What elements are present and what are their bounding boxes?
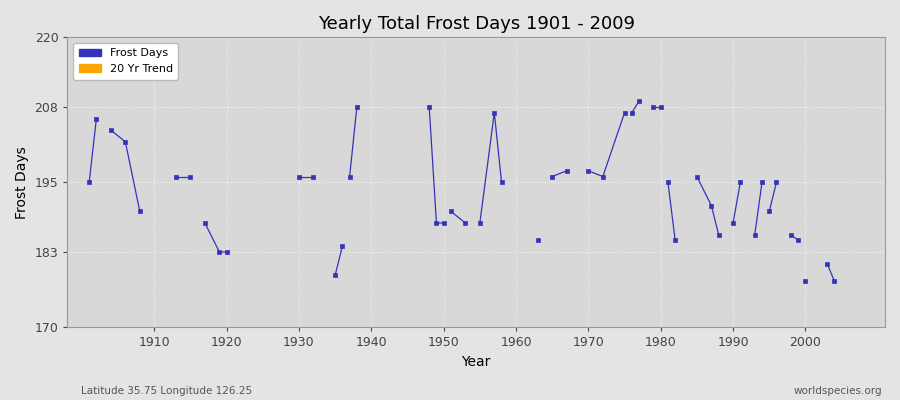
Text: worldspecies.org: worldspecies.org [794, 386, 882, 396]
Text: Latitude 35.75 Longitude 126.25: Latitude 35.75 Longitude 126.25 [81, 386, 252, 396]
Legend: Frost Days, 20 Yr Trend: Frost Days, 20 Yr Trend [73, 43, 178, 80]
Y-axis label: Frost Days: Frost Days [15, 146, 29, 219]
Title: Yearly Total Frost Days 1901 - 2009: Yearly Total Frost Days 1901 - 2009 [318, 15, 634, 33]
X-axis label: Year: Year [462, 355, 490, 369]
